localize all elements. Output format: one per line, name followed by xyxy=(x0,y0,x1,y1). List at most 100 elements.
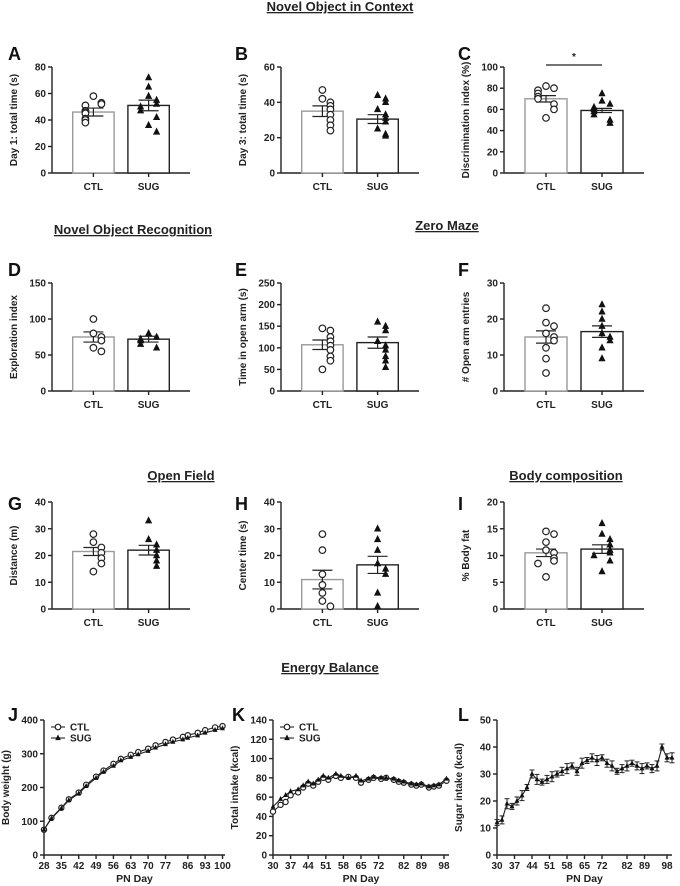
data-point-sug xyxy=(598,307,606,315)
y-tick-label: 40 xyxy=(35,498,47,509)
bar-ctl xyxy=(524,98,568,174)
data-point-sug xyxy=(382,326,390,334)
y-tick-label: 0 xyxy=(492,387,498,398)
data-point-sug xyxy=(614,768,620,774)
data-point-sug xyxy=(504,800,510,806)
y-tick-label: 0 xyxy=(269,605,275,616)
data-point-sug xyxy=(270,803,276,809)
legend-label-sug: SUG xyxy=(70,734,92,745)
y-tick-label: 60 xyxy=(264,63,276,74)
data-point-sug xyxy=(499,816,505,822)
data-point-ctl xyxy=(89,530,98,538)
data-point-sug xyxy=(598,321,606,329)
y-tick-label: 0 xyxy=(261,851,267,862)
y-tick-label: 20 xyxy=(264,133,276,144)
y-tick-label: 10 xyxy=(35,578,47,589)
y-tick-label: 20 xyxy=(256,831,268,842)
x-tick-label: 89 xyxy=(416,861,428,872)
y-tick-label: 140 xyxy=(250,716,267,727)
legend-marker-sug xyxy=(284,734,290,741)
data-point-sug xyxy=(153,540,161,548)
x-tick-label: CTL xyxy=(313,400,332,411)
data-point-ctl xyxy=(550,322,558,331)
data-point-sug xyxy=(383,774,389,780)
data-point-ctl xyxy=(542,343,550,352)
data-point-sug xyxy=(374,317,382,325)
data-point-sug xyxy=(145,120,153,128)
data-point-sug xyxy=(153,561,161,569)
data-point-sug xyxy=(598,329,606,337)
data-point-sug xyxy=(519,792,525,798)
data-point-sug xyxy=(590,110,598,118)
data-point-sug xyxy=(93,774,99,780)
data-point-sug xyxy=(58,805,64,811)
panel-label-J: J xyxy=(8,705,18,725)
panel-L: L 0 10 20 30 40 50 Sugar intake (kcal) 30 37 44 51 5… xyxy=(454,705,675,885)
data-point-sug xyxy=(145,516,153,524)
panel-G: G 0 10 20 30 40 Distance (m) CTL SUG xyxy=(8,494,190,629)
data-point-ctl xyxy=(89,343,98,352)
data-point-sug xyxy=(598,519,606,527)
x-tick-label: 28 xyxy=(38,861,50,872)
data-point-sug xyxy=(396,777,402,783)
data-point-sug xyxy=(76,790,82,796)
x-tick-label: 98 xyxy=(661,861,673,872)
y-tick-label: 200 xyxy=(21,783,38,794)
data-point-sug xyxy=(153,112,161,121)
x-tick-label: 51 xyxy=(320,861,332,872)
data-point-ctl xyxy=(318,324,327,333)
data-point-sug xyxy=(170,738,176,744)
x-tick-label: 63 xyxy=(125,861,137,872)
data-point-sug xyxy=(606,535,614,543)
data-point-ctl xyxy=(318,589,327,597)
y-tick-label: 30 xyxy=(264,524,276,535)
data-point-sug xyxy=(374,336,382,345)
data-point-sug xyxy=(549,773,555,779)
y-axis-title: Body weight (g) xyxy=(1,750,12,825)
panel-K: K 0 20 40 60 80 100 120 140 Total intake (kcal) 30… xyxy=(230,705,450,885)
data-point-ctl xyxy=(542,82,550,90)
data-point-sug xyxy=(391,775,397,781)
data-point-ctl xyxy=(542,113,550,122)
data-point-sug xyxy=(382,345,390,353)
data-point-ctl xyxy=(326,126,335,135)
y-tick-label: 0 xyxy=(32,851,38,862)
data-point-sug xyxy=(153,127,161,135)
data-point-sug xyxy=(83,782,89,788)
data-point-sug xyxy=(315,776,321,782)
data-point-sug xyxy=(598,96,606,104)
data-point-ctl xyxy=(89,538,98,547)
data-point-sug xyxy=(606,556,614,564)
data-point-sug xyxy=(135,751,141,757)
data-point-ctl xyxy=(89,315,98,323)
x-tick-label: 44 xyxy=(303,861,315,872)
panel-D: D 0 50 100 150 Exploration index CTL SUG xyxy=(8,260,190,411)
data-point-sug xyxy=(413,781,419,787)
data-point-sug xyxy=(629,760,635,765)
data-point-ctl xyxy=(269,808,277,815)
x-tick-label: 98 xyxy=(438,861,450,872)
data-point-sug xyxy=(49,815,54,821)
data-point-ctl xyxy=(326,346,335,354)
x-tick-label: 51 xyxy=(544,861,556,872)
data-point-sug xyxy=(374,124,382,132)
section-title-novel-object-recognition: Novel Object Recognition xyxy=(54,222,212,237)
bar-ctl xyxy=(301,110,344,174)
data-point-sug xyxy=(137,106,145,114)
data-point-ctl xyxy=(318,530,327,538)
x-tick-label: 72 xyxy=(596,861,608,872)
data-point-sug xyxy=(599,754,605,760)
data-point-sug xyxy=(606,118,614,126)
data-point-ctl xyxy=(550,556,558,565)
y-tick-label: 0 xyxy=(40,605,46,616)
data-point-sug xyxy=(137,336,145,344)
data-point-ctl xyxy=(534,559,542,568)
data-point-sug xyxy=(374,588,382,596)
x-tick-label: 35 xyxy=(56,861,68,872)
y-tick-label: 10 xyxy=(480,824,492,835)
legend-label-sug: SUG xyxy=(299,734,321,745)
x-tick-label: 56 xyxy=(108,861,120,872)
bar-sug xyxy=(580,548,624,610)
data-point-ctl xyxy=(318,597,327,605)
x-tick-label: CTL xyxy=(84,618,103,629)
